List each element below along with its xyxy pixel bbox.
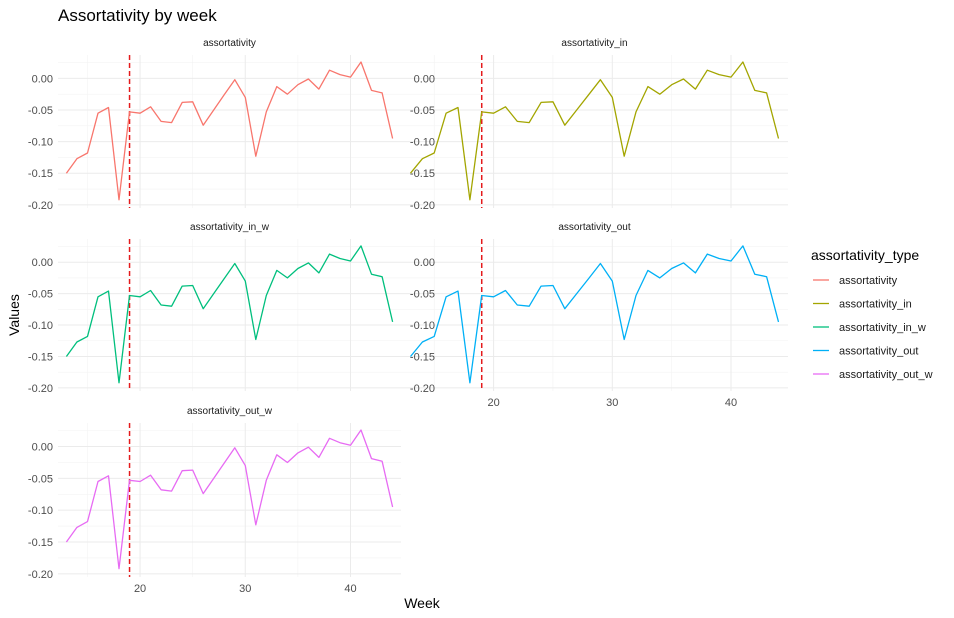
x-tick-label: 30	[606, 397, 618, 409]
series-line-assortativity-in-w	[65, 245, 394, 384]
y-tick-label: -0.15	[28, 351, 53, 363]
y-tick-label: -0.05	[410, 289, 435, 301]
y-tick-label: 0.00	[32, 73, 53, 85]
y-tick-label: -0.05	[28, 473, 53, 485]
y-tick-label: 0.00	[32, 257, 53, 269]
y-tick-label: -0.15	[410, 168, 435, 180]
facet-panel-assortativity-in-w: assortativity_in_w 0.00 -0.05 -0.10 -0.15 -0.…	[28, 222, 401, 395]
facet-panel-assortativity-in: assortativity_in 0.00 -0.05 -0.10 -0.15 -0.20	[401, 38, 788, 212]
facet-panels: assortativity0.00-0.05-0.10-0.15-0.20ass…	[28, 38, 788, 595]
y-tick-label: -0.10	[410, 137, 435, 149]
legend-label: assortativity_in_w	[839, 322, 926, 334]
y-tick-label: -0.20	[410, 200, 435, 212]
y-tick-label: -0.05	[410, 105, 435, 117]
x-tick-label: 30	[239, 583, 251, 595]
x-axis-title: Week	[404, 595, 441, 611]
legend-label: assortativity_out_w	[839, 369, 933, 381]
legend-title: assortativity_type	[811, 247, 919, 263]
series-line-assortativity	[65, 61, 394, 201]
y-tick-label: -0.15	[28, 537, 53, 549]
y-tick-label: -0.20	[410, 383, 435, 395]
x-tick-label: 20	[487, 397, 499, 409]
y-tick-label: -0.20	[28, 569, 53, 581]
y-tick-label: -0.10	[28, 137, 53, 149]
y-tick-label: -0.20	[28, 200, 53, 212]
facet-strip-label: assortativity_in	[561, 38, 627, 49]
y-tick-label: -0.05	[28, 289, 53, 301]
legend-label: assortativity_in	[839, 299, 912, 311]
y-tick-label: 0.00	[32, 442, 53, 454]
series-line-assortativity-out	[409, 245, 780, 384]
y-tick-label: -0.05	[28, 105, 53, 117]
legend-label: assortativity	[839, 275, 898, 287]
facet-panel-assortativity-out-w: assortativity_out_w 0.00 -0.05 -0.10 -0.15 -0…	[28, 406, 401, 595]
y-tick-label: -0.15	[410, 351, 435, 363]
series-line-assortativity-in	[409, 61, 780, 201]
legend: assortativity_type assortativity assortat…	[811, 247, 933, 381]
y-tick-label: -0.10	[28, 505, 53, 517]
x-tick-label: 40	[725, 397, 737, 409]
facet-panel-assortativity: assortativity 0.00 -0.05 -0.10 -0.15 -0.20	[28, 38, 401, 212]
y-tick-label: -0.15	[28, 168, 53, 180]
legend-label: assortativity_out	[839, 346, 918, 358]
facet-strip-label: assortativity_out_w	[187, 406, 273, 417]
y-tick-label: -0.10	[410, 320, 435, 332]
y-tick-label: -0.10	[28, 320, 53, 332]
x-tick-label: 20	[134, 583, 146, 595]
y-axis-title: Values	[6, 294, 22, 336]
chart-title: Assortativity by week	[58, 6, 217, 25]
x-tick-label: 40	[344, 583, 356, 595]
y-tick-label: 0.00	[414, 73, 435, 85]
facet-panel-assortativity-out: assortativity_out 0.00 -0.05 -0.10 -0.15 -0.2…	[401, 222, 788, 409]
series-line-assortativity-out-w	[65, 429, 394, 570]
y-tick-label: -0.20	[28, 383, 53, 395]
facet-strip-label: assortativity	[203, 38, 256, 49]
facet-strip-label: assortativity_in_w	[190, 222, 270, 233]
y-tick-label: 0.00	[414, 257, 435, 269]
facet-strip-label: assortativity_out	[558, 222, 630, 233]
